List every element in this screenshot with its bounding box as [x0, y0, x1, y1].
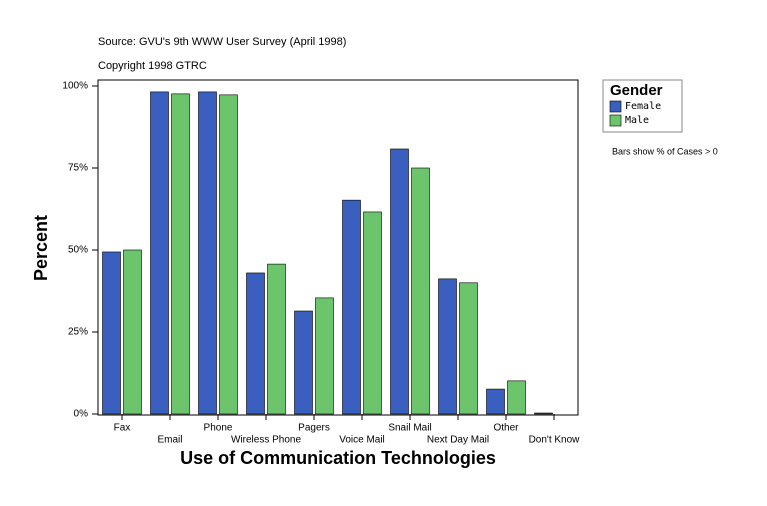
y-axis-title: Percent	[31, 215, 51, 281]
y-tick-label: 0%	[74, 409, 89, 420]
plot-area	[97, 79, 579, 416]
x-axis-title: Use of Communication Technologies	[180, 448, 496, 468]
bar	[363, 211, 382, 415]
x-tick-label: Voice Mail	[339, 435, 385, 446]
bar	[459, 282, 478, 415]
note: Bars show % of Cases > 0	[612, 146, 718, 156]
y-tick-label: 25%	[68, 327, 88, 338]
bar	[486, 388, 505, 415]
x-tick-label: Next Day Mail	[427, 435, 489, 446]
x-tick-label: Don't Know	[529, 435, 581, 446]
x-tick-label: Email	[157, 435, 182, 446]
y-tick-label: 50%	[68, 245, 88, 256]
bar	[102, 251, 121, 415]
copyright: Copyright 1998 GTRC	[98, 60, 207, 72]
bar	[219, 94, 238, 415]
x-tick-label: Phone	[204, 423, 233, 434]
subtitle: Source: GVU's 9th WWW User Survey (April…	[98, 36, 346, 48]
bar	[267, 263, 286, 415]
bar	[315, 297, 334, 415]
bar	[198, 91, 217, 415]
x-tick-label: Snail Mail	[388, 423, 431, 434]
legend-label: Female	[625, 101, 661, 112]
x-tick-label: Other	[493, 423, 519, 434]
bar	[411, 167, 430, 415]
bar	[294, 310, 313, 415]
legend-title: Gender	[610, 82, 663, 99]
x-tick-label: Fax	[114, 423, 131, 434]
y-tick-label: 75%	[68, 163, 88, 174]
bar	[171, 93, 190, 415]
bar	[246, 272, 265, 415]
bar	[342, 199, 361, 415]
bar	[390, 148, 409, 415]
bar	[123, 249, 142, 415]
bar	[150, 91, 169, 415]
bar	[507, 380, 526, 415]
legend-swatch	[609, 100, 622, 113]
x-tick-label: Wireless Phone	[231, 435, 301, 446]
legend-swatch	[609, 114, 622, 127]
legend-label: Male	[625, 115, 649, 126]
y-tick-label: 100%	[62, 81, 88, 92]
bar	[438, 278, 457, 415]
bar	[534, 412, 553, 415]
x-tick-label: Pagers	[298, 423, 330, 434]
